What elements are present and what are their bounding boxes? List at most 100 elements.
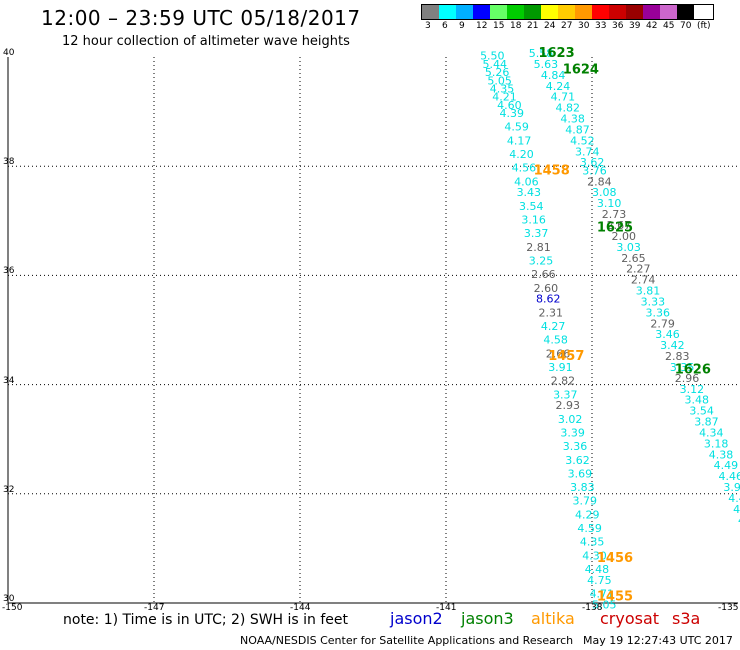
swh-reading: 4.21 [492,91,517,104]
swh-reading: 3.36 [563,440,588,453]
scale-label: 33 [595,21,607,31]
swh-reading: 3.08 [592,186,617,199]
scale-swatch [660,5,677,19]
swh-reading: 4.75 [587,574,612,587]
swh-reading: 2.81 [526,241,551,254]
scale-label: 30 [578,21,590,31]
scale-unit: (ft) [697,21,711,31]
scale-labels: 3 6 9 12 15 18 21 24 27 30 33 36 39 42 45 70 (ft) [425,21,714,31]
swh-reading: 4.27 [541,320,566,333]
scale-label: 36 [612,21,624,31]
swh-reading: 3.76 [582,164,607,177]
scale-swatch [507,5,524,19]
scale-label: 18 [510,21,522,31]
credit-text: NOAA/NESDIS Center for Satellite Applica… [240,634,574,647]
swh-reading: 4.34 [699,426,724,439]
units-note: note: 1) Time is in UTC; 2) SWH is in fe… [63,612,349,628]
longitude-label: -150 [2,603,23,613]
swh-reading: 4.87 [565,123,590,136]
longitude-label: -144 [290,603,311,613]
longitude-label: -135 [718,603,739,613]
latitude-label: 38 [3,157,15,168]
pass-time-label: 1624 [563,62,599,77]
swh-reading: 5.26 [485,66,510,79]
page-subtitle: 12 hour collection of altimeter wave hei… [62,34,350,49]
scale-swatch [677,5,694,19]
swh-reading: 4.59 [504,121,529,134]
swh-reading: 2.74 [631,274,656,287]
swh-reading: 3.03 [616,241,641,254]
latitude-label: 36 [3,266,15,277]
swh-reading: 3.81 [636,285,661,298]
swh-reading: 3.35 [670,361,695,374]
scale-swatch [592,5,609,19]
swh-reading: 5.50 [480,50,505,63]
scale-label: 6 [442,21,448,31]
scale-swatch [422,5,439,19]
swh-reading: 3.54 [519,200,544,213]
scale-label: 70 [680,21,692,31]
latitude-label: 40 [3,48,15,58]
swh-reading: 5.05 [487,74,512,87]
pass-time-label: 1457 [548,349,584,364]
scale-swatch [575,5,592,19]
swh-reading: 4.60 [497,99,521,112]
scale-swatch [541,5,558,19]
swh-reading: 2.60 [534,282,559,295]
satellite-cryosat: cryosat [600,609,660,628]
scale-label: 9 [459,21,465,31]
swh-reading: 3.39 [560,426,585,439]
scale-swatch [473,5,490,19]
scale-label: 12 [476,21,488,31]
swh-reading: 3.54 [689,405,714,418]
swh-reading: 4.17 [507,134,532,147]
scale-label: 45 [663,21,675,31]
swh-reading: 3.37 [553,388,578,401]
swh-reading: 2.65 [621,252,646,265]
swh-reading: 4.31 [733,503,740,516]
swh-reading: 2.31 [538,306,563,319]
swh-reading: 3.94 [723,481,740,494]
scale-label: 21 [527,21,539,31]
scale-swatches [421,4,714,20]
swh-reading: 4.47 [728,492,740,505]
swh-reading: 3.62 [580,156,605,169]
swh-reading: 4.71 [551,91,576,104]
swh-reading: 5.63 [534,58,559,71]
scale-swatch [524,5,541,19]
pass-time-label: 1456 [597,551,633,566]
swh-reading: 2.66 [531,268,556,281]
swh-reading: 3.12 [680,383,705,396]
swh-reading: 2.73 [602,208,627,221]
swh-reading: 2.96 [675,372,700,385]
swh-reading: 3.62 [565,454,590,467]
swh-reading: 3.33 [641,295,666,308]
swh-reading: 4.24 [546,80,571,93]
scale-swatch [626,5,643,19]
swh-reading: 3.25 [529,254,554,267]
pass-time-label: 1455 [597,589,633,604]
swh-reading: 2.66 [546,347,571,360]
swh-reading: 3.42 [660,339,685,352]
longitude-label: -147 [144,603,165,613]
swh-reading: 2.93 [556,399,581,412]
swh-reading: 8.62 [536,293,561,306]
swh-reading: 5.44 [483,58,508,71]
swh-reading: 3.91 [548,361,573,374]
satellite-altika: altika [531,609,575,628]
swh-reading: 2.82 [551,375,576,388]
swh-reading: 3.02 [558,413,583,426]
swh-reading: 3.83 [570,481,595,494]
latitude-label: 30 [3,594,15,604]
longitude-label: -141 [436,603,457,613]
swh-reading: 4.56 [512,162,537,175]
swh-reading: 4.84 [541,69,566,82]
swh-reading: 5.05 [592,598,617,611]
swh-reading: 4.29 [575,508,600,521]
swh-readings: 5.505.445.265.054.354.214.604.394.594.17… [480,47,740,611]
satellite-jason2: jason2 [390,609,443,628]
swh-reading: 3.69 [568,467,593,480]
satellite-s3a: s3a [672,609,701,628]
